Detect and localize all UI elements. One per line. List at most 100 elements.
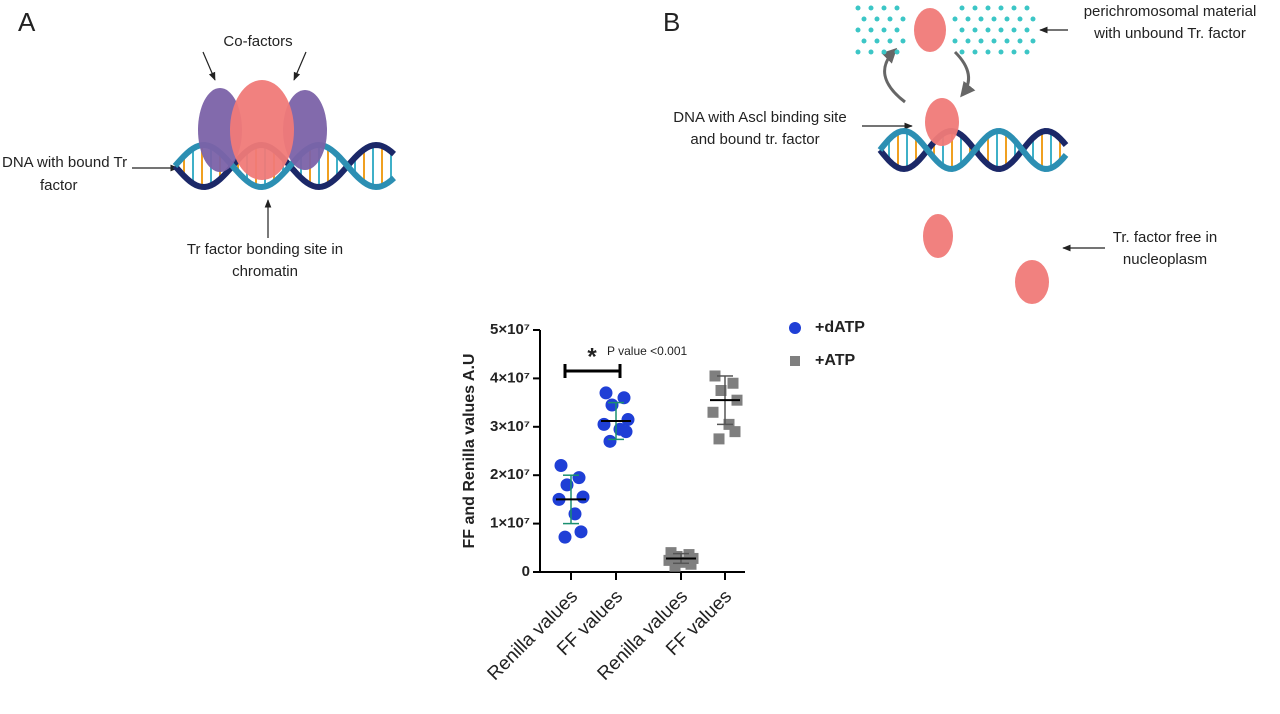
particle bbox=[1011, 49, 1017, 55]
data-point bbox=[576, 490, 590, 504]
particle bbox=[972, 27, 978, 33]
particle bbox=[894, 49, 900, 55]
particle bbox=[991, 38, 997, 44]
dna-strand bbox=[877, 128, 1069, 173]
particle bbox=[855, 5, 861, 11]
label: Tr factor bonding site in bbox=[187, 241, 343, 258]
label: factor bbox=[40, 177, 78, 194]
data-point bbox=[715, 385, 727, 396]
legend-label: +ATP bbox=[815, 352, 855, 369]
particle bbox=[998, 49, 1004, 55]
annotation: * bbox=[587, 343, 597, 370]
legend-marker bbox=[790, 356, 800, 366]
data-point bbox=[619, 425, 633, 439]
particle bbox=[959, 27, 965, 33]
particle bbox=[998, 27, 1004, 33]
particle bbox=[998, 5, 1004, 11]
arrow bbox=[202, 51, 216, 81]
protein bbox=[283, 90, 327, 170]
data-point bbox=[685, 558, 697, 570]
particle bbox=[1011, 27, 1017, 33]
protein bbox=[230, 80, 294, 180]
significance-bracket bbox=[563, 364, 622, 378]
particle bbox=[868, 27, 874, 33]
particle bbox=[1024, 49, 1030, 55]
y-tick-label: 5×10⁷ bbox=[490, 321, 530, 338]
particle bbox=[1030, 38, 1036, 44]
particle bbox=[965, 38, 971, 44]
label: Tr. factor free in bbox=[1113, 229, 1217, 246]
label: nucleoplasm bbox=[1123, 251, 1207, 268]
particle bbox=[1024, 5, 1030, 11]
cycle-arrow bbox=[881, 47, 906, 104]
data-point bbox=[727, 377, 739, 389]
protein bbox=[923, 214, 953, 258]
particle bbox=[959, 49, 965, 55]
data-point bbox=[621, 413, 635, 427]
particle bbox=[1030, 16, 1036, 22]
panel-letter: B bbox=[663, 7, 680, 37]
particle bbox=[985, 49, 991, 55]
label: Co-factors bbox=[223, 33, 292, 50]
particle bbox=[894, 5, 900, 11]
particle bbox=[1017, 38, 1023, 44]
legend-label: +dATP bbox=[815, 319, 865, 336]
data-point bbox=[665, 547, 677, 559]
y-tick-label: 2×10⁷ bbox=[490, 466, 530, 483]
particle bbox=[887, 16, 893, 22]
particle bbox=[874, 16, 880, 22]
y-axis-title: FF and Renilla values A.U bbox=[461, 353, 478, 548]
y-tick-label: 1×10⁷ bbox=[490, 515, 530, 532]
cycle-arrow bbox=[953, 50, 976, 98]
label: chromatin bbox=[232, 263, 298, 280]
data-point bbox=[671, 551, 683, 563]
particle bbox=[855, 27, 861, 33]
particle bbox=[868, 5, 874, 11]
particle bbox=[978, 38, 984, 44]
data-point bbox=[617, 391, 631, 405]
y-tick-label: 3×10⁷ bbox=[490, 418, 530, 435]
data-point bbox=[574, 525, 588, 539]
data-point bbox=[597, 417, 611, 431]
particle bbox=[887, 38, 893, 44]
data-point bbox=[558, 530, 572, 544]
particle bbox=[972, 49, 978, 55]
particle bbox=[1004, 38, 1010, 44]
particle bbox=[965, 16, 971, 22]
panel-letter: A bbox=[18, 7, 36, 37]
diagrams: A B Co-factors DNA with bound Tr factor … bbox=[2, 3, 1256, 304]
particle bbox=[1004, 16, 1010, 22]
protein bbox=[198, 88, 242, 172]
label: perichromosomal material bbox=[1084, 3, 1257, 20]
particle bbox=[1017, 16, 1023, 22]
label: DNA with bound Tr bbox=[2, 154, 127, 171]
particle bbox=[861, 38, 867, 44]
particle bbox=[1011, 5, 1017, 11]
data-point bbox=[707, 406, 719, 418]
particle bbox=[985, 27, 991, 33]
particle bbox=[952, 16, 958, 22]
particle bbox=[874, 38, 880, 44]
data-point bbox=[679, 556, 691, 568]
particle bbox=[972, 5, 978, 11]
particle bbox=[900, 38, 906, 44]
particle bbox=[978, 16, 984, 22]
label: with unbound Tr. factor bbox=[1093, 25, 1246, 42]
particle bbox=[952, 38, 958, 44]
annotation: P value <0.001 bbox=[607, 344, 688, 358]
protein bbox=[914, 8, 946, 52]
y-tick-label: 4×10⁷ bbox=[490, 369, 530, 386]
particle bbox=[900, 16, 906, 22]
particle bbox=[985, 5, 991, 11]
particle bbox=[959, 5, 965, 11]
particle bbox=[881, 49, 887, 55]
particle bbox=[894, 27, 900, 33]
data-point bbox=[603, 434, 617, 448]
label: DNA with Ascl binding site bbox=[673, 109, 846, 126]
data-point bbox=[709, 370, 721, 382]
particle bbox=[855, 49, 861, 55]
data-point bbox=[572, 471, 586, 485]
protein bbox=[925, 98, 959, 146]
data-point bbox=[729, 426, 741, 438]
